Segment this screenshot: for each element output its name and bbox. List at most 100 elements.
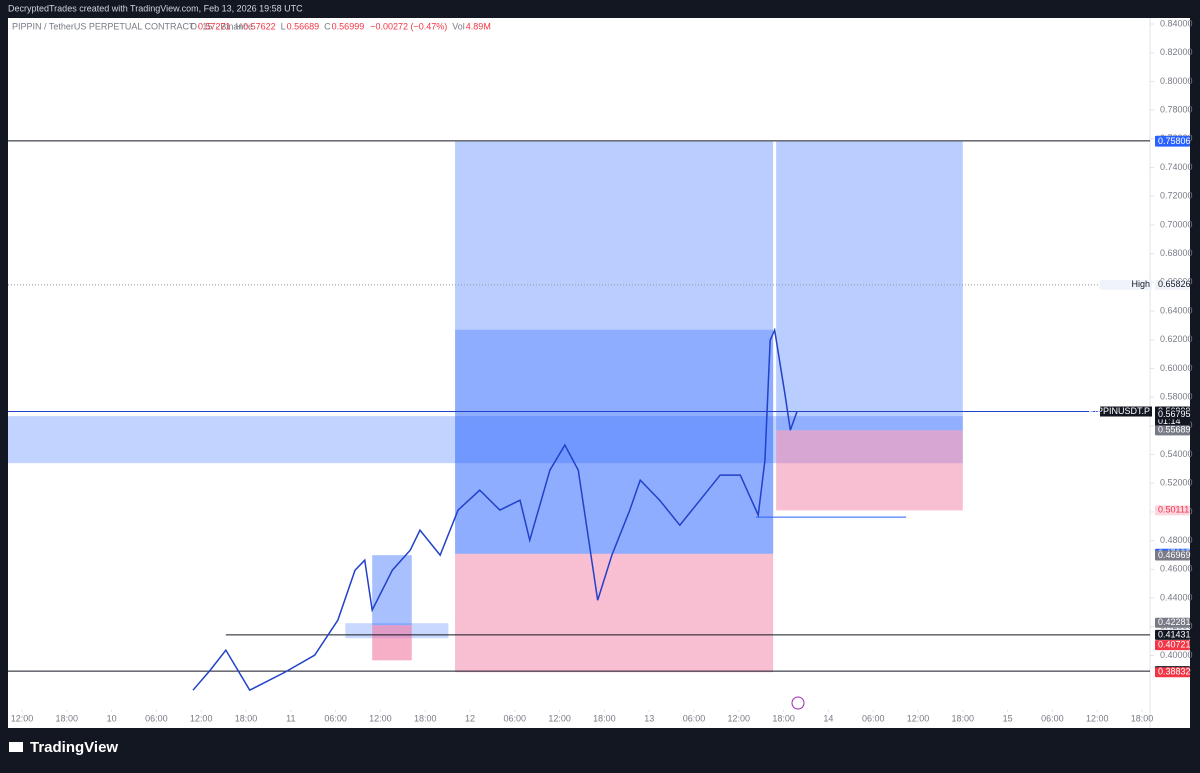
legend-value: 0.56999	[332, 21, 365, 31]
legend-key: H	[236, 21, 243, 31]
badge-tag-bg	[1100, 279, 1152, 290]
x-tick-label: 11	[286, 713, 295, 723]
badge-tag: PIPPINUSDT.P	[1088, 406, 1150, 416]
footer-brand: TradingView	[30, 739, 118, 756]
attribution: DecryptedTrades created with TradingView…	[8, 3, 303, 13]
y-tick-label: 0.80000	[1160, 76, 1193, 86]
x-tick-label: 18:00	[235, 713, 258, 723]
price-badge-label: 0.42281	[1158, 617, 1191, 627]
price-badge	[1155, 629, 1190, 640]
y-tick-label: 0.78000	[1160, 105, 1193, 115]
y-tick-label: 0.64000	[1160, 305, 1193, 315]
price-badge	[1155, 505, 1190, 516]
x-tick-label: 06:00	[862, 713, 885, 723]
x-tick-label: 12:00	[728, 713, 751, 723]
price-badge	[1155, 667, 1190, 678]
x-tick-label: 06:00	[504, 713, 527, 723]
x-tick-label: 06:00	[324, 713, 347, 723]
legend: PIPPIN / TetherUS PERPETUAL CONTRACT · 1…	[12, 21, 253, 31]
price-badge-label: 0.40721	[1158, 639, 1191, 649]
x-tick-label: 06:00	[1041, 713, 1064, 723]
x-tick-label: 06:00	[683, 713, 706, 723]
badge-sub-bg	[1155, 416, 1190, 427]
x-tick-label: 12:00	[1086, 713, 1109, 723]
legend-value: −0.00272 (−0.47%)	[370, 21, 447, 31]
price-badge-label: 0.75806	[1158, 136, 1191, 146]
price-badge	[1155, 617, 1190, 628]
price-badge-label: 0.46969	[1158, 550, 1191, 560]
y-tick-label: 0.68000	[1160, 248, 1193, 258]
y-tick-label: 0.44000	[1160, 592, 1193, 602]
zone	[776, 141, 963, 431]
legend-key: O	[190, 21, 197, 31]
price-badge	[1155, 425, 1190, 436]
y-tick-label: 0.74000	[1160, 162, 1193, 172]
price-badge	[1155, 409, 1190, 420]
y-tick-label: 0.40000	[1160, 650, 1193, 660]
x-tick-label: 10	[107, 713, 117, 723]
x-tick-label: 12	[465, 713, 475, 723]
zone	[776, 430, 963, 511]
y-tick-label: 0.70000	[1160, 219, 1193, 229]
legend-value: 0.57622	[243, 21, 276, 31]
x-tick-label: 15	[1003, 713, 1013, 723]
logo-mark	[9, 742, 23, 752]
logo	[9, 742, 23, 752]
price-line	[192, 327, 798, 692]
price-badge	[1155, 640, 1190, 651]
x-tick-label: 13	[644, 713, 654, 723]
zone	[8, 416, 963, 464]
x-tick-label: 18:00	[56, 713, 79, 723]
zone	[455, 141, 774, 554]
y-tick-label: 0.72000	[1160, 191, 1193, 201]
badge-sub: 01:14	[1158, 416, 1181, 426]
legend-key: L	[281, 21, 286, 31]
zone	[372, 625, 412, 661]
price-badge-label: 0.38832	[1158, 667, 1191, 677]
price-badge-label: 0.56795	[1158, 409, 1191, 419]
x-tick-label: 18:00	[593, 713, 616, 723]
y-tick-label: 0.82000	[1160, 47, 1193, 57]
x-tick-label: 06:00	[145, 713, 168, 723]
y-tick-label: 0.84000	[1160, 18, 1193, 28]
x-tick-label: 18:00	[772, 713, 795, 723]
price-badge-label: 0.41431	[1158, 629, 1191, 639]
price-badge	[1155, 550, 1190, 561]
event-icon	[791, 696, 805, 710]
price-badge-label: 0.50111	[1158, 505, 1189, 515]
legend-value: 0.56689	[287, 21, 320, 31]
x-tick-label: 18:00	[952, 713, 975, 723]
badge-tag: High	[1131, 279, 1150, 289]
price-badge-label: 0.55689	[1158, 425, 1191, 435]
price-badge	[1155, 136, 1190, 147]
x-tick-label: 12:00	[907, 713, 930, 723]
y-tick-label: 0.62000	[1160, 334, 1193, 344]
symbol: PIPPIN / TetherUS PERPETUAL CONTRACT · 1…	[12, 21, 253, 31]
price-badge-label: 0.65826	[1158, 279, 1191, 289]
x-tick-label: 12:00	[369, 713, 392, 723]
y-tick-label: 0.58000	[1160, 392, 1193, 402]
x-tick-label: 12:00	[548, 713, 571, 723]
y-tick-label: 0.54000	[1160, 449, 1193, 459]
legend-key: Vol	[452, 21, 465, 31]
y-tick-label: 0.52000	[1160, 478, 1193, 488]
x-tick-label: 18:00	[1131, 713, 1154, 723]
zone	[455, 553, 774, 673]
legend-key: C	[324, 21, 331, 31]
zone	[455, 329, 774, 554]
x-tick-label: 18:00	[414, 713, 437, 723]
y-tick-label: 0.60000	[1160, 363, 1193, 373]
legend-value: 4.89M	[466, 21, 491, 31]
y-tick-label: 0.46000	[1160, 564, 1193, 574]
x-tick-label: 12:00	[11, 713, 34, 723]
chart-area	[8, 18, 1190, 728]
zone	[372, 555, 412, 626]
y-tick-label: 0.48000	[1160, 535, 1193, 545]
price-badge	[1155, 279, 1190, 290]
x-tick-label: 12:00	[190, 713, 213, 723]
badge-tag-bg	[1100, 406, 1152, 417]
x-tick-label: 14	[823, 713, 833, 723]
legend-value: 0.57271	[198, 21, 231, 31]
